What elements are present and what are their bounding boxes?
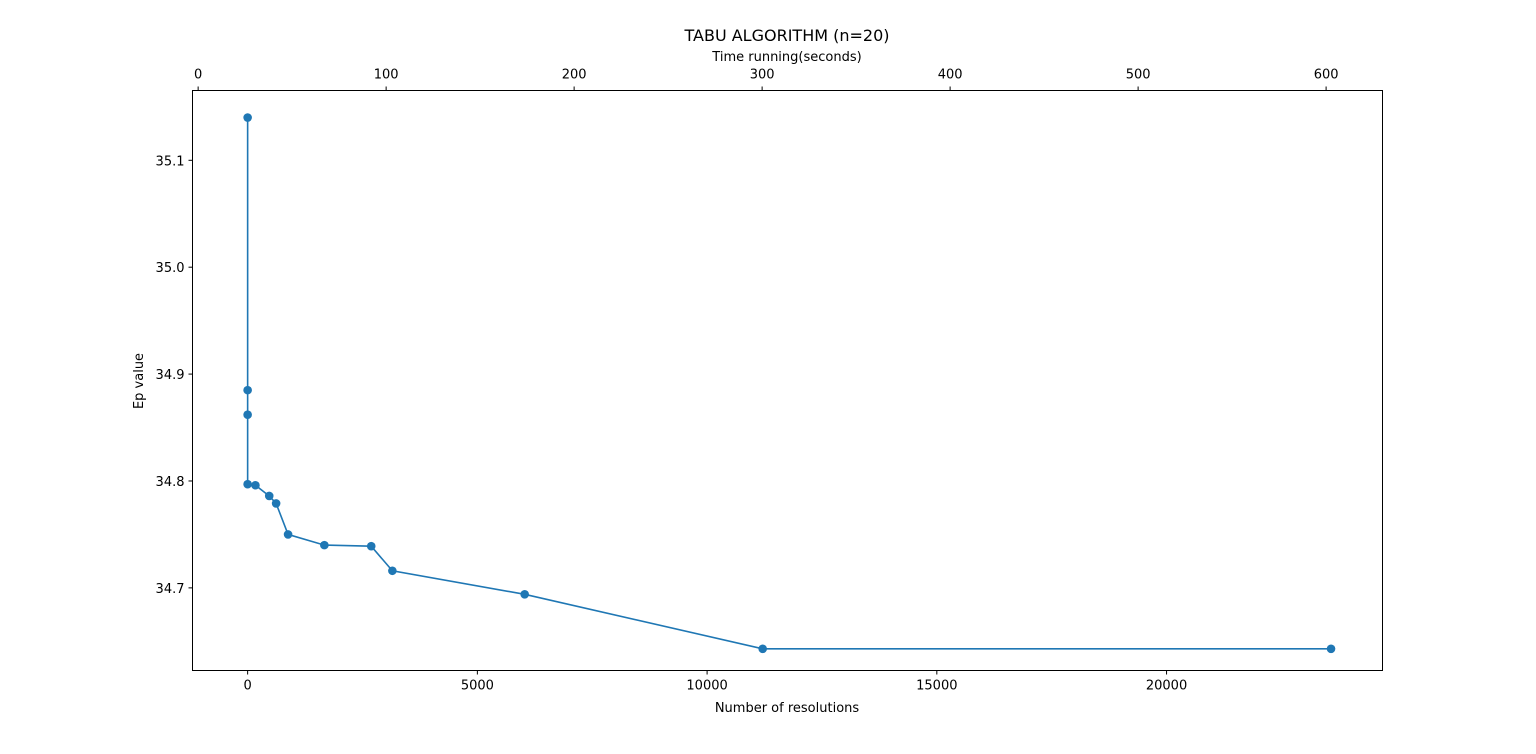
x-tick-label: 10000 bbox=[686, 679, 727, 694]
top-x-tick-label: 300 bbox=[750, 68, 775, 83]
data-point bbox=[243, 385, 252, 395]
series-line bbox=[246, 117, 1332, 650]
data-point bbox=[243, 410, 252, 420]
ticks-layer: 0 5000 10000 15000 2000034.734.834.935.035.1… bbox=[156, 68, 1339, 694]
chart-title: TABU ALGORITHM (n=20) bbox=[683, 26, 889, 45]
x-tick-label: 20000 bbox=[1146, 679, 1187, 694]
y-tick-label: 35.0 bbox=[156, 261, 185, 276]
x-tick-label: 15000 bbox=[916, 679, 957, 694]
data-point bbox=[366, 541, 376, 551]
data-point bbox=[271, 499, 281, 508]
x-axis-label: Number of resolutions bbox=[715, 701, 860, 716]
data-point bbox=[251, 480, 260, 490]
data-point bbox=[1326, 644, 1336, 654]
top-x-axis-label: Time running(seconds) bbox=[711, 50, 861, 65]
data-point bbox=[243, 479, 252, 489]
plot-frame bbox=[192, 90, 1383, 671]
top-x-tick-label: 0 bbox=[194, 68, 202, 83]
data-point bbox=[320, 540, 329, 550]
top-x-tick-label: 100 bbox=[374, 68, 399, 83]
series-layer bbox=[243, 113, 1336, 654]
top-x-tick-label: 500 bbox=[1126, 68, 1151, 83]
y-tick-label: 35.1 bbox=[156, 154, 185, 169]
y-tick-label: 34.7 bbox=[156, 582, 185, 597]
top-x-tick-label: 600 bbox=[1314, 68, 1339, 83]
top-x-tick-label: 400 bbox=[938, 68, 963, 83]
data-point bbox=[264, 491, 274, 501]
y-axis-label: Ep value bbox=[132, 353, 147, 409]
top-x-tick-label: 200 bbox=[562, 68, 587, 83]
data-point bbox=[388, 566, 397, 576]
data-point bbox=[243, 113, 252, 122]
x-tick-label: 0 bbox=[243, 679, 251, 694]
data-point bbox=[758, 644, 767, 654]
y-tick-label: 34.9 bbox=[156, 368, 185, 383]
x-tick-label: 5000 bbox=[461, 679, 494, 694]
data-point bbox=[520, 589, 529, 599]
data-point bbox=[283, 530, 293, 539]
y-tick-label: 34.8 bbox=[156, 475, 185, 490]
